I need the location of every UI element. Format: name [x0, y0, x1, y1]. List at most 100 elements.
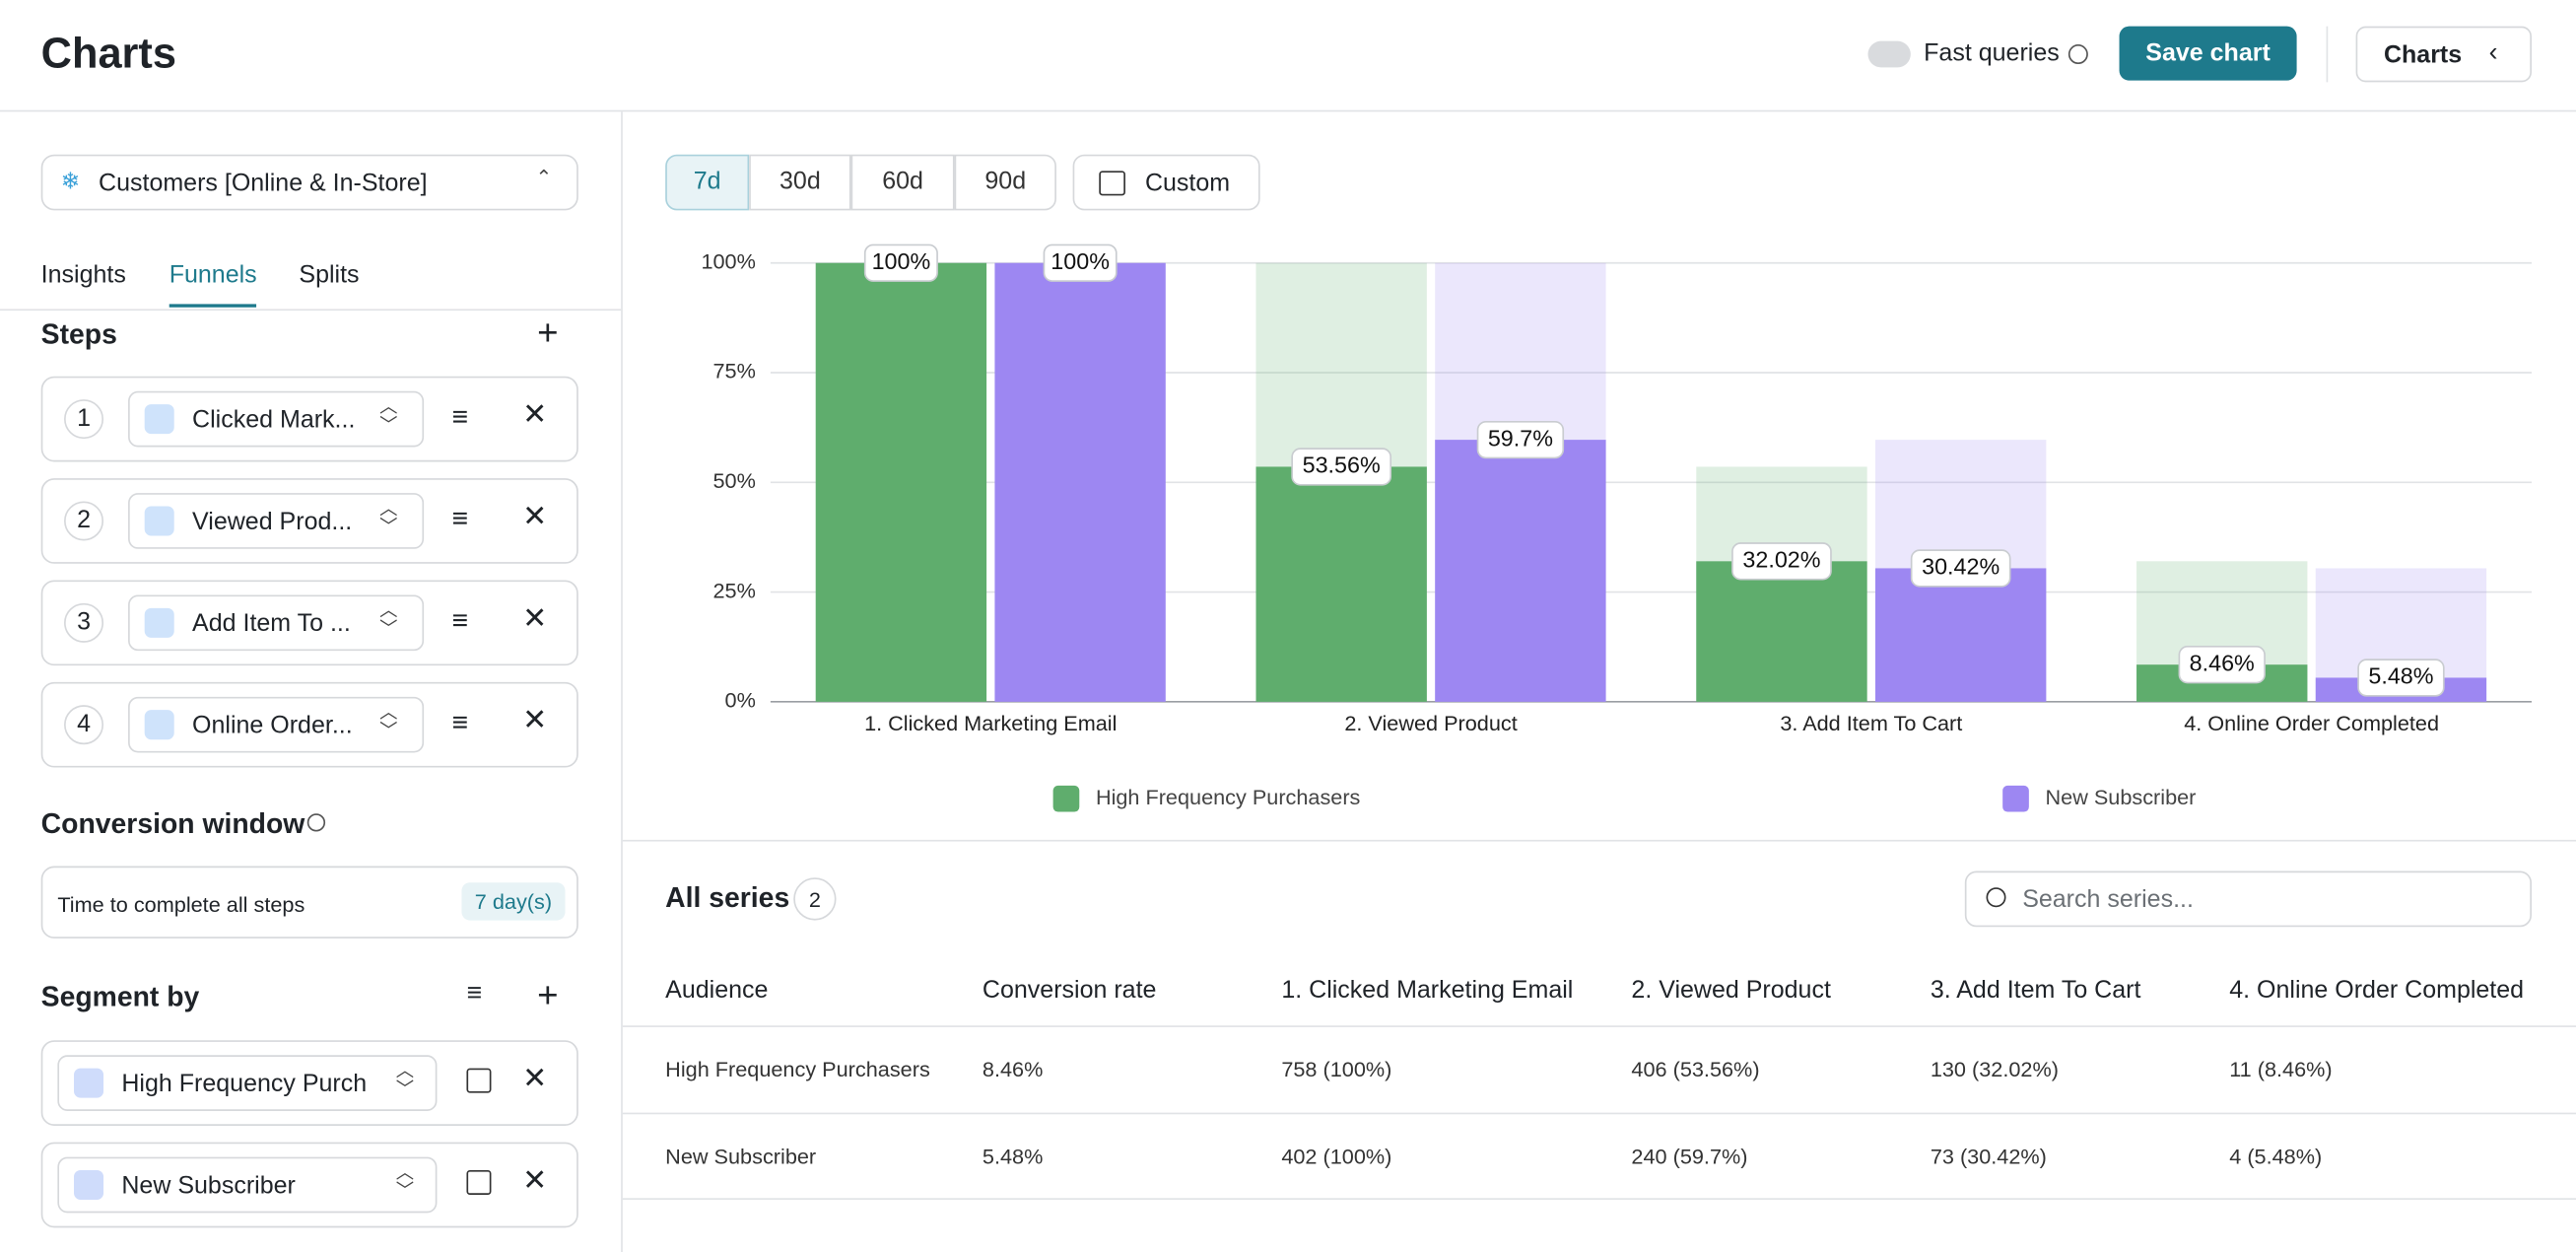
select-arrows: ︿ ﹀	[379, 601, 398, 640]
open-icon[interactable]	[466, 1068, 492, 1093]
step-select[interactable]: Add Item To ... ︿ ﹀	[128, 594, 425, 652]
conversion-title: Conversion window	[40, 808, 305, 840]
custom-button[interactable]: Custom	[1072, 154, 1260, 211]
calendar-icon	[1099, 171, 1125, 196]
bar	[815, 262, 987, 702]
sidebar-border	[621, 111, 623, 1252]
step-label: Add Item To ...	[192, 609, 351, 638]
step-card: 3 Add Item To ... ︿ ﹀ ≡ ✕	[40, 580, 578, 666]
filter-icon[interactable]: ≡	[451, 604, 468, 637]
y-tick-label: 0%	[725, 688, 756, 713]
divider	[2326, 26, 2329, 83]
table-cell: 406 (53.56%)	[1631, 1056, 1760, 1081]
column-header: Audience	[665, 976, 769, 1005]
column-header: 4. Online Order Completed	[2229, 976, 2525, 1005]
dataset-icon: ❄	[60, 168, 81, 194]
segment-select[interactable]: High Frequency Purch ︿ ﹀	[57, 1055, 438, 1111]
value-label-box	[1476, 420, 1565, 459]
table-cell: 11 (8.46%)	[2229, 1056, 2333, 1081]
segment-select[interactable]: New Subscriber ︿ ﹀	[57, 1156, 438, 1214]
audience-icon	[74, 1169, 104, 1200]
range-button[interactable]: 90d	[954, 154, 1056, 211]
add-step[interactable]: +	[537, 312, 559, 354]
search-icon	[1986, 887, 2006, 908]
custom-label: Custom	[1144, 169, 1231, 198]
x-tick-label: 4. Online Order Completed	[2184, 711, 2439, 735]
info-icon	[2068, 44, 2088, 65]
table-cell: 4 (5.48%)	[2229, 1143, 2323, 1168]
event-icon	[144, 506, 174, 536]
event-icon	[144, 710, 174, 740]
value-label-box	[1043, 243, 1118, 282]
conversion-text: Time to complete all steps	[57, 892, 305, 918]
value-label-box	[1910, 549, 2011, 588]
remove-icon[interactable]: ✕	[522, 703, 548, 736]
range-button[interactable]: 60d	[850, 154, 955, 211]
add-segment[interactable]: +	[537, 974, 559, 1016]
conversion-value[interactable]: 7 day(s)	[461, 882, 566, 921]
table-cell: 758 (100%)	[1281, 1056, 1392, 1081]
step-number: 3	[64, 602, 104, 643]
filter-icon[interactable]: ≡	[466, 979, 483, 1008]
step-label: Online Order...	[192, 711, 353, 740]
x-tick-label: 3. Add Item To Cart	[1780, 711, 1962, 735]
range-button[interactable]: 30d	[749, 154, 851, 211]
y-tick-label: 75%	[713, 359, 756, 383]
step-select[interactable]: Clicked Mark... ︿ ﹀	[128, 390, 425, 448]
segment-label: New Subscriber	[121, 1171, 296, 1200]
remove-icon[interactable]: ✕	[522, 1163, 548, 1197]
chevron: ‹	[2488, 39, 2498, 68]
page-title: Charts	[40, 28, 176, 78]
tab[interactable]: Splits	[299, 261, 360, 290]
segment-card: High Frequency Purch ︿ ﹀ ✕	[40, 1040, 578, 1126]
bar	[994, 262, 1166, 702]
segment-title: Segment by	[40, 981, 200, 1012]
x-tick-label: 1. Clicked Marketing Email	[864, 711, 1117, 735]
tab-border	[0, 309, 622, 312]
table-cell: High Frequency Purchasers	[665, 1056, 930, 1081]
bar	[1255, 466, 1427, 702]
charts-button-label: Charts	[2383, 40, 2463, 70]
row-border	[622, 1198, 2576, 1200]
filter-icon[interactable]: ≡	[451, 503, 468, 534]
step-select[interactable]: Viewed Prod... ︿ ﹀	[128, 493, 425, 549]
tab-active[interactable]: Funnels	[169, 261, 257, 290]
tab-underline	[169, 304, 257, 308]
select-arrows: ︿ ﹀	[379, 397, 398, 436]
y-tick-label: 100%	[701, 248, 755, 273]
table-cell: 130 (32.02%)	[1930, 1056, 2059, 1081]
toggle[interactable]	[1867, 40, 1911, 68]
save-button[interactable]: Save chart	[2119, 26, 2297, 81]
value-label: 5.48%	[2368, 663, 2433, 689]
remove-icon[interactable]: ✕	[522, 397, 548, 431]
remove-icon[interactable]: ✕	[522, 1061, 548, 1095]
charts-button[interactable]: Charts ‹	[2355, 26, 2532, 83]
open-icon[interactable]	[466, 1169, 492, 1195]
step-label: Viewed Prod...	[192, 508, 353, 536]
step-select[interactable]: Online Order... ︿ ﹀	[128, 696, 425, 753]
column-header: 3. Add Item To Cart	[1930, 976, 2141, 1005]
value-label: 8.46%	[2190, 650, 2255, 675]
row-border	[622, 1112, 2576, 1115]
remove-icon[interactable]: ✕	[522, 499, 548, 533]
select-arrows: ︿ ﹀	[379, 499, 398, 538]
select-arrows: ︿ ﹀	[395, 1163, 415, 1202]
table-cell: 8.46%	[982, 1056, 1044, 1081]
tab[interactable]: Insights	[40, 261, 126, 290]
event-icon	[144, 607, 174, 638]
series-count: 2	[793, 877, 837, 921]
table-cell: 402 (100%)	[1281, 1143, 1392, 1168]
info-icon	[306, 813, 326, 832]
filter-icon[interactable]: ≡	[451, 400, 468, 433]
filter-icon[interactable]: ≡	[451, 706, 468, 738]
range-button-active[interactable]: 7d	[665, 154, 750, 211]
search-input[interactable]: Search series...	[1964, 870, 2532, 928]
conversion-box: Time to complete all steps 7 day(s)	[40, 866, 578, 939]
bar	[1435, 440, 1606, 702]
dataset-select[interactable]: ❄ Customers [Online & In-Store] ⌃	[40, 154, 578, 211]
legend-label: New Subscriber	[2046, 785, 2197, 809]
value-label-box	[1291, 448, 1392, 486]
steps-title: Steps	[40, 318, 117, 351]
event-icon	[144, 404, 174, 435]
remove-icon[interactable]: ✕	[522, 601, 548, 635]
